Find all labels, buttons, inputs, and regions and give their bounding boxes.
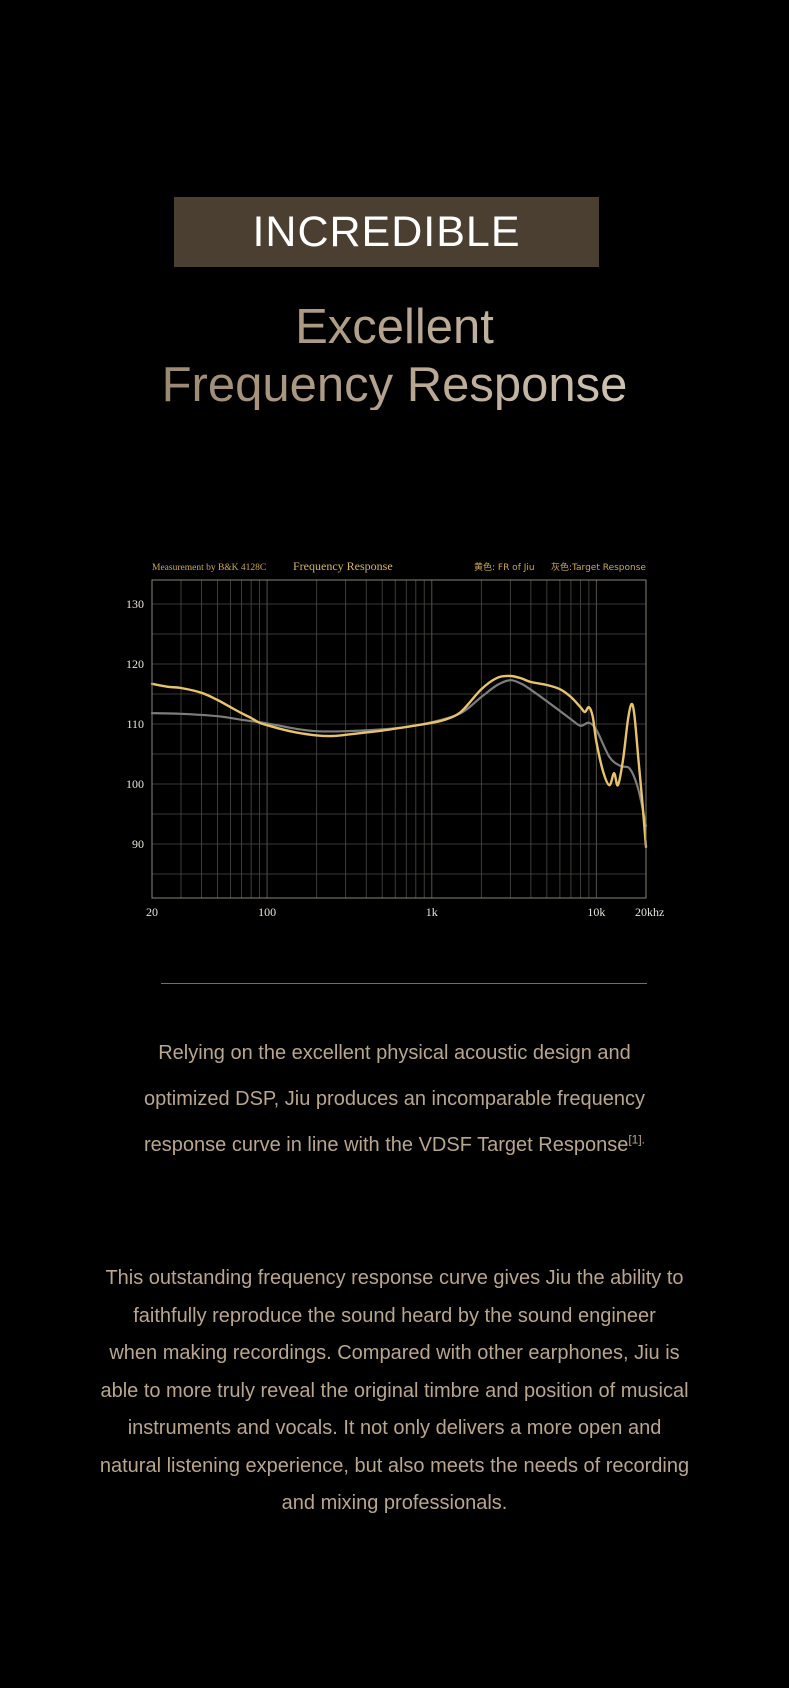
intro-line-2: optimized DSP, Jiu produces an incompara…	[143, 1088, 646, 1110]
detail-paragraph: This outstanding frequency response curv…	[0, 1260, 789, 1523]
detail-line-4: able to more truly reveal the original t…	[100, 1379, 689, 1402]
chart-title: Frequency Response	[293, 559, 393, 573]
detail-line-2: faithfully reproduce the sound heard by …	[133, 1304, 656, 1327]
legend-target-response: 灰色:Target Response	[551, 561, 646, 573]
y-tick-label: 120	[126, 657, 144, 671]
intro-paragraph: Relying on the excellent physical acoust…	[0, 1030, 789, 1168]
legend-fr-of-jiu: 黄色: FR of Jiu	[474, 561, 535, 573]
incredible-banner: INCREDIBLE	[174, 197, 599, 267]
intro-line-1: Relying on the excellent physical acoust…	[158, 1042, 631, 1064]
footnote-marker: [1].	[628, 1132, 645, 1147]
y-tick-label: 130	[126, 597, 144, 611]
x-tick-label: 1k	[426, 905, 438, 919]
banner-text: INCREDIBLE	[252, 207, 521, 256]
series-line-target-response	[150, 679, 648, 828]
intro-line-3: response curve in line with the VDSF Tar…	[0, 1122, 789, 1168]
x-tick-label: 20	[146, 905, 158, 919]
detail-line-5: instruments and vocals. It not only deli…	[127, 1417, 662, 1439]
plot-frame	[151, 579, 647, 899]
chart-grid	[152, 580, 646, 898]
y-tick-label: 90	[132, 837, 144, 851]
chart-subtitle: Measurement by B&K 4128C	[152, 563, 266, 573]
intro-line-3-text: response curve in line with the VDSF Tar…	[143, 1134, 629, 1156]
detail-line-7: and mixing professionals.	[281, 1492, 508, 1514]
detail-line-3: when making recordings. Compared with ot…	[109, 1342, 680, 1364]
x-tick-label: 100	[258, 905, 276, 919]
x-axis-ticks: 20 100 1k 10k 20khz	[146, 905, 664, 919]
headline-line-2: Frequency Response	[0, 361, 789, 410]
series-line-fr-of-jiu	[150, 674, 648, 849]
section-divider	[161, 983, 647, 984]
y-tick-label: 100	[126, 777, 144, 791]
detail-line-6: natural listening experience, but also m…	[99, 1454, 690, 1477]
y-tick-label: 110	[126, 717, 144, 731]
frequency-response-chart: 130 120 110 100 90 20 100 1k 10k 20khz Measureme…	[126, 559, 664, 919]
chart-series	[150, 674, 648, 849]
headline-line-1: Excellent	[0, 303, 789, 352]
y-axis-ticks: 130 120 110 100 90	[126, 597, 144, 851]
x-tick-label: 10k	[587, 905, 605, 919]
x-tick-label: 20khz	[635, 905, 664, 919]
detail-line-1: This outstanding frequency response curv…	[105, 1267, 684, 1289]
